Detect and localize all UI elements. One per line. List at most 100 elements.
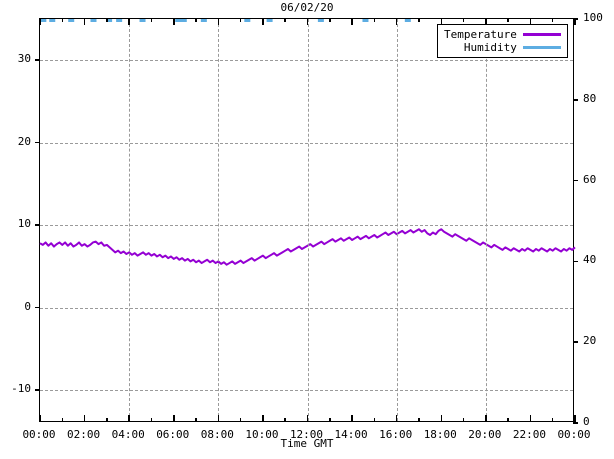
x-axis-tick [440,415,442,422]
y2-axis-tick-label: 20 [583,334,597,348]
y2-axis-tick [573,341,578,343]
y-axis-tick-label: 10 [17,217,31,231]
x-axis-tick [106,18,108,22]
series-marker-humidity [404,19,411,22]
legend-item-temperature: Temperature [444,28,561,41]
x-axis-tick [418,18,420,22]
x-axis-tick [373,18,376,22]
x-axis-tick-label: 22:00 [512,428,546,441]
gridline-horizontal [40,142,573,144]
gridline-horizontal [40,307,573,309]
y2-axis-tick-label: 100 [583,11,603,24]
x-axis-tick-label: 02:00 [67,428,101,441]
x-axis-tick-label: 18:00 [423,428,457,441]
x-axis-tick [462,418,465,422]
x-axis-tick-label: 14:00 [334,428,368,441]
series-marker-humidity [116,19,123,22]
series-marker-humidity [180,19,187,22]
y-axis-tick [35,224,40,226]
x-axis-tick [262,415,264,422]
x-axis-tick [507,418,509,422]
series-marker-humidity [244,19,251,22]
x-axis-tick-label: 06:00 [156,428,190,441]
y-axis-tick-label: -10 [11,382,31,396]
x-axis-tick [574,18,576,25]
x-axis-tick [351,18,353,25]
x-axis-tick [529,18,532,25]
legend-swatch-humidity [522,46,561,49]
x-axis-tick [128,415,130,422]
x-axis-tick [485,18,487,25]
x-axis-tick [507,18,509,22]
gridline-vertical [129,19,131,421]
plot-area [35,18,578,424]
series-marker-humidity [90,19,97,22]
x-axis-tick [106,418,108,422]
chart-legend: Temperature Humidity [437,24,568,58]
x-axis-tick [440,18,442,25]
x-axis-tick [351,415,353,422]
x-axis-tick [39,18,41,25]
legend-item-humidity: Humidity [444,41,561,54]
x-axis-tick-label: 04:00 [111,428,145,441]
series-marker-humidity [49,19,56,22]
series-marker-humidity [200,19,207,22]
x-axis-tick [128,18,130,25]
x-axis-tick-label: 10:00 [245,428,279,441]
x-axis-tick-label: 00:00 [557,428,591,441]
series-marker-humidity [266,19,273,22]
y-axis-tick-label: 20 [17,134,31,148]
gridline-vertical [485,19,487,421]
x-axis-tick [150,418,153,422]
x-axis-tick [329,18,331,22]
y-axis-tick [35,59,40,61]
x-axis-tick [83,415,86,422]
x-axis-title: Time GMT [280,437,334,450]
gridline-vertical [307,19,309,421]
x-axis-tick [83,18,86,25]
x-axis-tick [551,18,554,22]
x-axis-tick [61,418,64,422]
legend-swatch-temperature [522,33,561,36]
y-axis-tick [35,306,40,309]
x-axis-tick [395,415,398,422]
series-marker-humidity [175,19,182,22]
x-axis-tick-label: 16:00 [379,428,413,441]
y2-axis-tick [573,99,578,101]
x-axis-tick [574,415,576,422]
chart-title: 06/02/20 [280,1,334,14]
x-axis-tick [462,18,465,22]
x-axis-tick [217,415,220,422]
y-axis-tick-label: 30 [17,52,31,66]
legend-label-humidity: Humidity [463,41,517,54]
series-marker-humidity [139,19,146,22]
x-axis-tick [373,418,376,422]
y2-axis-tick [573,260,578,263]
y2-axis-tick-label: 80 [583,91,597,105]
y-axis-tick-label: 0 [24,299,31,313]
gridline-vertical [218,19,220,421]
x-axis-tick [529,415,532,422]
y-axis-tick [35,389,40,391]
x-axis-tick [306,415,309,422]
x-axis-tick [284,418,286,422]
gridline-horizontal [40,390,573,392]
x-axis-tick [551,418,554,422]
y2-axis-tick [573,179,578,182]
legend-label-temperature: Temperature [444,28,517,41]
x-axis-tick-label: 12:00 [289,428,324,441]
series-marker-humidity [362,19,369,22]
series-marker-humidity [68,19,75,22]
x-axis-tick [329,418,331,422]
x-axis-tick [195,418,197,422]
x-axis-tick [61,18,64,22]
x-axis-tick [39,415,41,422]
x-axis-tick [217,18,220,25]
y-axis-tick [35,141,40,144]
x-axis-tick [418,418,420,422]
x-axis-tick [395,18,398,25]
x-axis-tick [485,415,487,422]
series-marker-humidity [106,19,113,22]
x-axis-tick-label: 00:00 [22,428,56,441]
